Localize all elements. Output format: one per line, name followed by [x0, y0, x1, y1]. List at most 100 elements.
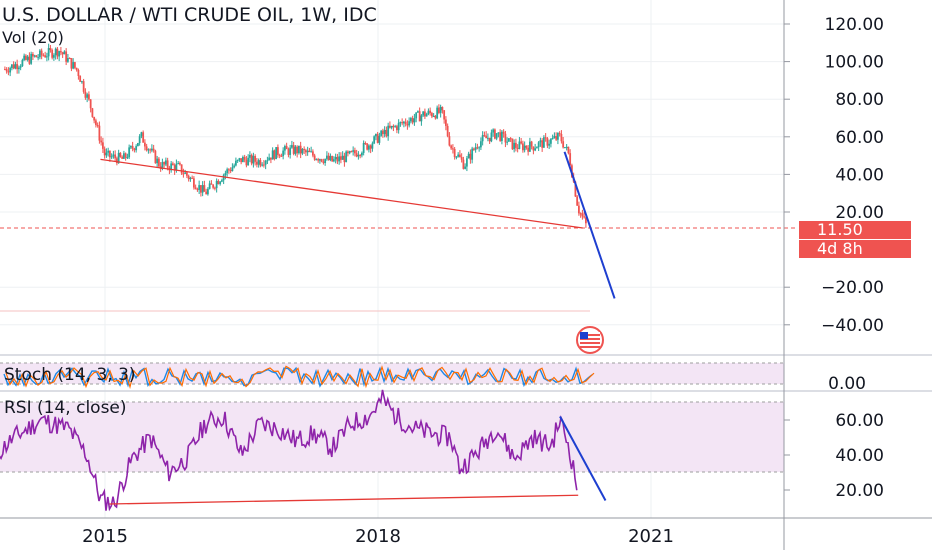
- candle-body: [425, 114, 428, 117]
- candle-body: [114, 154, 117, 159]
- candle-body: [522, 143, 524, 151]
- candle-body: [37, 57, 40, 59]
- candle-body: [490, 132, 493, 142]
- candle-body: [359, 154, 362, 156]
- candle-body: [5, 69, 8, 72]
- candle-body: [308, 150, 311, 152]
- candle-body: [336, 157, 339, 162]
- candle-body: [544, 137, 547, 139]
- candle-body: [51, 50, 54, 58]
- candle-body: [326, 155, 328, 159]
- price-tick-label: 100.00: [825, 53, 884, 73]
- price-tick-label: 80.00: [835, 90, 884, 110]
- candle-body: [459, 154, 461, 158]
- candle-body: [564, 147, 566, 149]
- candle-body: [200, 185, 202, 193]
- candle-body: [466, 158, 468, 167]
- candle-body: [574, 181, 577, 197]
- candle-body: [581, 213, 584, 217]
- candle-body: [35, 55, 38, 58]
- candle-body: [144, 142, 146, 147]
- candle-body: [277, 147, 279, 155]
- candle-body: [532, 146, 535, 151]
- chart-title: U.S. DOLLAR / WTI CRUDE OIL, 1W, IDC: [2, 4, 377, 26]
- candle-body: [455, 156, 458, 158]
- candle-body: [142, 132, 145, 143]
- candle-body: [9, 67, 12, 73]
- candle-body: [299, 145, 302, 154]
- candle-body: [175, 163, 178, 171]
- candle-body: [235, 160, 237, 166]
- candle-body: [105, 152, 108, 156]
- candle-body: [252, 156, 255, 164]
- rsi-support-line: [109, 494, 579, 505]
- candle-body: [42, 55, 45, 57]
- candle-body: [219, 181, 222, 185]
- candle-body: [282, 150, 285, 157]
- candle-body: [334, 157, 337, 160]
- candle-body: [72, 62, 75, 69]
- candle-body: [224, 173, 227, 176]
- candle-body: [28, 56, 31, 64]
- candle-body: [436, 107, 439, 119]
- candle-body: [180, 164, 183, 174]
- candle-body: [124, 153, 127, 158]
- candle-body: [82, 81, 85, 92]
- candle-body: [96, 124, 99, 126]
- candle-body: [102, 142, 104, 149]
- candle-body: [294, 146, 297, 154]
- candle-body: [534, 148, 537, 151]
- candle-body: [494, 129, 496, 139]
- candle-body: [303, 148, 306, 151]
- candle-body: [91, 108, 94, 117]
- candle-body: [327, 155, 330, 161]
- candle-body: [275, 147, 278, 160]
- candle-body: [208, 183, 211, 189]
- candle-body: [278, 154, 281, 156]
- candle-body: [95, 120, 97, 125]
- candle-body: [212, 184, 215, 188]
- candle-body: [551, 138, 554, 140]
- candle-body: [130, 146, 132, 148]
- candle-body: [506, 141, 509, 143]
- candle-body: [567, 146, 570, 154]
- candle-body: [18, 67, 20, 70]
- candle-body: [375, 133, 377, 137]
- candle-body: [354, 150, 356, 154]
- candle-body: [21, 59, 24, 67]
- candle-body: [319, 159, 321, 161]
- price-tick-label: −40.00: [821, 316, 884, 336]
- candle-body: [502, 131, 505, 134]
- candle-body: [261, 164, 264, 166]
- candle-body: [145, 146, 148, 151]
- candle-body: [313, 155, 316, 160]
- candle-body: [65, 51, 68, 62]
- candle-body: [347, 151, 349, 154]
- candle-body: [47, 48, 50, 57]
- candle-body: [306, 150, 309, 153]
- candle-body: [268, 157, 271, 161]
- rsi-tick-label: 40.00: [835, 446, 884, 466]
- candle-body: [371, 143, 374, 149]
- drawing-overlay: [0, 151, 932, 392]
- candle-body: [201, 185, 204, 193]
- candle-body: [263, 164, 265, 166]
- price-candles: [4, 43, 587, 228]
- candle-body: [355, 153, 358, 157]
- candle-body: [462, 159, 465, 169]
- candle-body: [98, 125, 101, 141]
- rsi-downtrend-line: [559, 416, 607, 501]
- candle-body: [173, 165, 176, 171]
- candle-body: [550, 139, 552, 144]
- candle-body: [315, 159, 318, 161]
- candle-body: [93, 116, 96, 121]
- stoch-pane: [0, 362, 784, 390]
- price-tick-label: 120.00: [825, 15, 884, 35]
- candle-body: [166, 160, 169, 168]
- candle-body: [156, 158, 159, 164]
- candle-body: [396, 126, 398, 131]
- candle-body: [161, 162, 164, 169]
- candle-body: [11, 64, 13, 68]
- candle-body: [25, 55, 27, 60]
